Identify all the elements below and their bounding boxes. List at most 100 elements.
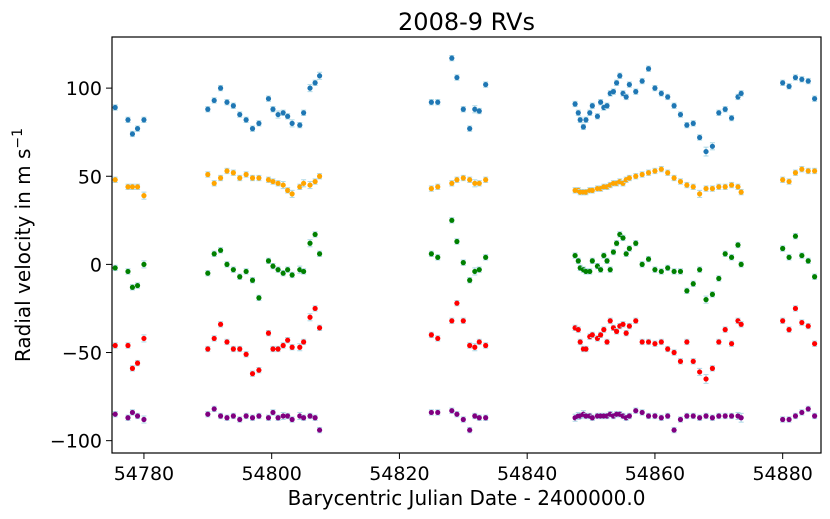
data-point <box>587 268 593 275</box>
y-tick-label: −50 <box>62 343 102 365</box>
data-point <box>805 78 811 84</box>
data-point <box>684 413 690 419</box>
data-point <box>112 104 118 111</box>
data-point <box>697 134 703 141</box>
data-point <box>449 318 455 324</box>
data-point <box>633 318 639 324</box>
data-point <box>722 413 728 419</box>
data-point <box>312 80 318 86</box>
data-point <box>626 81 632 88</box>
data-point <box>665 170 671 176</box>
data-point <box>460 318 466 324</box>
data-point <box>604 339 610 345</box>
data-point <box>589 187 595 193</box>
data-point <box>780 177 786 183</box>
data-point <box>738 261 744 267</box>
data-point <box>799 252 805 259</box>
data-point <box>780 416 786 423</box>
data-point <box>237 346 243 352</box>
data-point <box>610 89 617 95</box>
x-axis: 54780 54800 54820 54840 54860 54880 <box>114 453 813 485</box>
data-point <box>690 281 696 287</box>
data-point <box>301 415 307 421</box>
data-point <box>449 180 455 186</box>
data-point <box>472 344 478 350</box>
data-point <box>589 415 595 421</box>
data-point <box>312 305 318 312</box>
data-point <box>671 268 677 275</box>
data-point <box>316 325 323 331</box>
data-point <box>690 358 696 364</box>
data-point <box>652 413 658 419</box>
data-point <box>645 256 652 262</box>
data-point <box>256 120 262 126</box>
data-point <box>249 126 256 132</box>
data-point <box>594 113 601 119</box>
data-point <box>270 409 276 416</box>
data-point <box>690 184 696 190</box>
data-point <box>205 411 211 417</box>
data-point <box>289 344 295 350</box>
data-point <box>652 267 658 273</box>
data-point <box>256 295 262 301</box>
data-point <box>454 300 460 306</box>
data-point <box>211 251 217 257</box>
data-point <box>280 182 286 188</box>
data-point <box>677 358 684 364</box>
data-point <box>483 415 489 421</box>
data-point <box>285 337 291 343</box>
data-point <box>575 327 581 333</box>
data-point <box>205 346 211 352</box>
data-point <box>428 99 434 105</box>
data-point <box>587 110 593 116</box>
data-point <box>316 427 323 433</box>
data-point <box>671 349 677 356</box>
data-point <box>249 277 256 283</box>
data-point <box>633 173 639 179</box>
data-point <box>786 254 792 260</box>
data-point <box>812 413 818 419</box>
data-point <box>265 177 272 183</box>
data-point <box>307 85 313 91</box>
data-point <box>316 173 323 179</box>
data-point <box>134 184 141 190</box>
plot-area <box>112 55 818 434</box>
data-point <box>435 409 441 416</box>
data-point <box>620 321 626 327</box>
data-point <box>297 184 303 190</box>
x-axis-label: Barycentric Julian Date - 2400000.0 <box>288 486 646 510</box>
data-point <box>626 175 632 181</box>
data-point <box>476 415 482 421</box>
data-point <box>639 409 645 416</box>
data-point <box>633 240 639 246</box>
data-point <box>307 314 313 320</box>
data-point <box>792 170 799 176</box>
data-point <box>623 251 629 257</box>
data-point <box>697 415 703 421</box>
data-point <box>454 238 460 245</box>
data-point <box>639 261 645 267</box>
data-point <box>812 341 818 347</box>
data-point <box>217 85 224 91</box>
data-point <box>792 233 799 239</box>
data-point <box>249 371 256 377</box>
data-point <box>805 258 811 264</box>
data-point <box>289 120 295 126</box>
data-point <box>671 175 677 181</box>
data-point <box>722 251 728 257</box>
y-axis-label: Radial velocity in m s−1 <box>10 128 35 362</box>
data-point <box>134 282 141 289</box>
data-point <box>697 369 703 375</box>
data-point <box>467 177 473 183</box>
data-point <box>677 268 684 275</box>
data-point <box>129 131 136 137</box>
data-point <box>275 180 281 186</box>
data-point <box>623 94 629 100</box>
data-point <box>237 175 243 181</box>
data-point <box>601 327 607 333</box>
data-point <box>265 96 272 102</box>
data-point <box>256 367 262 373</box>
data-point <box>677 178 684 185</box>
data-point <box>716 413 722 419</box>
